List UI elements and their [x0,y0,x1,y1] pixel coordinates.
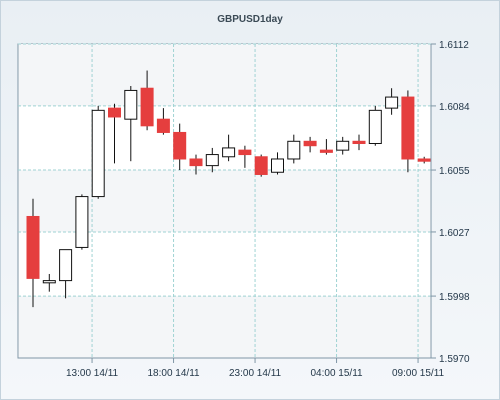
candle [417,156,431,164]
candle [189,154,203,175]
candle-body-down [254,156,268,175]
y-axis: 1.5970 1.5998 1.6027 1.6055 1.6084 1.6112 [430,40,470,365]
candle-body-down [156,118,170,133]
candle-body-down [303,140,317,147]
plot-band [19,296,430,358]
candle [319,139,333,155]
x-tick-label: 13:00 14/11 [66,368,119,379]
y-tick-label: 1.5998 [439,292,470,303]
candle-body-down [352,140,366,145]
y-tick-label: 1.6027 [439,228,470,239]
candle-body-up [91,109,105,198]
candle-body-down [319,149,333,153]
candle [303,136,317,153]
x-tick-label: 04:00 15/11 [311,368,364,379]
candle-body-down [173,131,187,160]
candle [287,134,301,164]
candle-body-down [108,107,121,118]
y-tick-label: 1.6055 [439,166,470,177]
x-axis: 13:00 14/11 18:00 14/11 23:00 14/11 04:00 1… [18,357,445,379]
candle-body-up [271,158,284,173]
candle [336,136,350,155]
candle [140,70,154,131]
candle-body-down [401,96,415,160]
candle-body-down [189,158,203,167]
candle [26,198,40,308]
candle-body-down [417,158,431,162]
candle [205,147,219,173]
candle [124,86,138,162]
candle [108,103,121,164]
candle-body-down [238,149,252,156]
candle [254,154,268,177]
candle [173,123,187,171]
x-tick-label: 18:00 14/11 [148,368,201,379]
candle [238,145,252,168]
candle-body-up [368,109,382,145]
candle [75,194,89,250]
candle [222,134,236,162]
candle [352,134,366,151]
x-tick-label: 09:00 15/11 [392,368,445,379]
candle-body-down [26,215,40,279]
candle-body-down [140,87,154,127]
grid-lines [18,43,431,359]
candle [401,90,415,173]
candle-body-up [336,140,350,151]
candle [42,273,56,292]
candle-body-up [222,147,236,158]
chart-title: GBPUSD1day [217,14,283,25]
candle [59,249,73,299]
candle-body-up [75,196,89,248]
candle-body-up [42,280,56,284]
candle [91,105,105,199]
candle-body-up [124,89,138,120]
candle [156,108,170,135]
y-tick-label: 1.6084 [439,102,470,113]
candle [271,152,284,175]
candles [26,70,431,308]
candle-body-up [205,154,219,167]
candle-body-up [385,96,399,109]
y-tick-label: 1.5970 [439,354,470,365]
candle [385,88,399,115]
y-tick-label: 1.6112 [439,40,469,51]
candle [368,105,382,146]
candle-body-up [59,249,73,282]
plot-band [19,44,430,106]
x-tick-label: 23:00 14/11 [229,368,282,379]
candle-body-up [287,140,301,160]
